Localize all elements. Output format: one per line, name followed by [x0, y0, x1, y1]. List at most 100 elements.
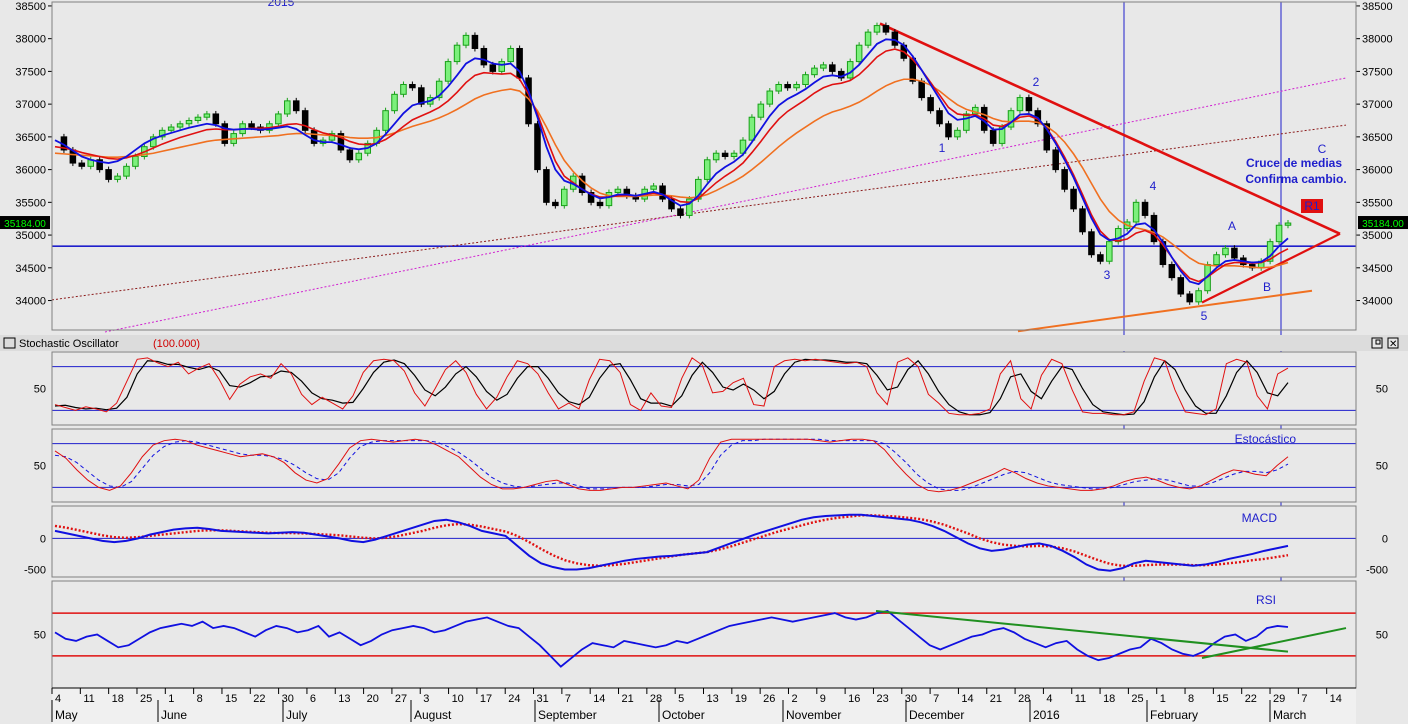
candle-up — [355, 152, 363, 161]
candle-up — [1132, 201, 1140, 223]
last-price-tag-left — [0, 216, 50, 230]
price-y-axis: 34000 34000 34500 34500 35000 35000 35500 35500… — [0, 1, 1408, 308]
x-day-label: 22 — [1245, 693, 1257, 705]
candle-up — [686, 198, 693, 216]
candle-up — [176, 123, 184, 128]
x-day-label: 3 — [423, 693, 429, 705]
candle-down — [337, 133, 345, 151]
candle-down — [248, 123, 255, 128]
x-month-label: June — [161, 708, 187, 722]
last-price-label-right: 35184.00 — [1362, 219, 1404, 230]
wave-label-4: 4 — [1150, 179, 1157, 193]
candle-down — [989, 129, 997, 144]
x-day-label: 8 — [197, 693, 203, 705]
candle-down — [721, 152, 729, 158]
y-tick-label-right: 34000 — [1362, 296, 1393, 308]
candle-down — [418, 87, 425, 105]
candle-down — [534, 123, 541, 171]
candle-up — [793, 83, 800, 89]
candle-up — [114, 175, 121, 180]
candle-up — [775, 83, 782, 92]
long-trend-dotted-magenta — [104, 77, 1347, 333]
x-day-label: 26 — [763, 693, 775, 705]
candle-up — [185, 119, 193, 125]
y-tick-label-right: 50 — [1376, 461, 1388, 473]
candle-down — [909, 57, 917, 82]
panel-border — [51, 428, 1357, 503]
x-day-label: 25 — [140, 693, 152, 705]
x-month-label: February — [1150, 708, 1198, 722]
y-tick-label-right: 37500 — [1362, 66, 1393, 78]
rsi-label: RSI — [1256, 593, 1276, 607]
restore-button[interactable] — [1371, 337, 1383, 349]
y-tick-label-right: 38500 — [1362, 1, 1393, 13]
moving-average-blue — [54, 38, 1289, 286]
x-day-label: 4 — [55, 693, 61, 705]
candle-up — [507, 47, 514, 63]
candle-up — [873, 25, 881, 33]
candle-up — [614, 188, 622, 194]
close-button[interactable] — [1387, 337, 1399, 349]
candle-down — [891, 31, 899, 46]
y-tick-label-left: 34500 — [15, 263, 46, 275]
y-tick-label-right: 35500 — [1362, 197, 1393, 209]
panel-border — [51, 1, 1357, 331]
y-tick-label-left: 36000 — [15, 165, 46, 177]
candle-down — [1061, 169, 1068, 190]
candle-up — [820, 64, 827, 69]
x-day-label: 22 — [253, 693, 265, 705]
candle-up — [284, 100, 291, 115]
x-day-label: 30 — [282, 693, 294, 705]
candle-up — [150, 136, 157, 148]
restore-icon — [1375, 339, 1381, 345]
x-day-label: 18 — [112, 693, 124, 705]
candle-down — [596, 201, 604, 207]
candle-down — [1052, 149, 1059, 171]
candle-down — [552, 201, 559, 207]
annotation-line-1: Cruce de medias — [1246, 156, 1342, 170]
candle-down — [489, 64, 497, 72]
candle-up — [435, 80, 443, 99]
y-tick-label-left: 34000 — [15, 296, 46, 308]
x-day-label: 6 — [310, 693, 316, 705]
y-tick-label-right: 35000 — [1362, 230, 1393, 242]
candle-down — [578, 175, 586, 194]
candle-up — [748, 116, 756, 141]
panel-icon — [3, 337, 16, 349]
x-day-label: 2 — [791, 693, 797, 705]
panel-border — [51, 351, 1357, 426]
rsi-line — [54, 609, 1289, 668]
wave-label-3: 3 — [1104, 268, 1111, 282]
candle-up — [444, 61, 452, 82]
x-day-label: 15 — [1216, 693, 1228, 705]
r1-badge — [1301, 199, 1323, 213]
stochastic-fast-panel — [52, 352, 1356, 425]
y-tick-label-right: 0 — [1382, 533, 1388, 545]
candle-down — [927, 97, 934, 112]
x-day-label: 7 — [1301, 693, 1307, 705]
stochastic-slow-lines: 50 50 — [34, 438, 1388, 493]
candle-up — [1284, 222, 1292, 226]
y-tick-label-left: 38500 — [15, 1, 46, 13]
y-tick-label-left: 37000 — [15, 99, 46, 111]
x-day-label: 15 — [225, 693, 237, 705]
candle-down — [1186, 293, 1193, 303]
orange-trend-line — [1017, 289, 1313, 333]
candle-down — [1079, 208, 1086, 233]
x-month-label: May — [55, 708, 78, 722]
candle-down — [346, 149, 354, 161]
y-tick-label-left: 38000 — [15, 34, 46, 46]
y-tick-label-right: 36000 — [1362, 165, 1393, 177]
macd-panel — [52, 506, 1356, 577]
y-tick-label-left: 0 — [40, 533, 46, 545]
x-day-label: 13 — [338, 693, 350, 705]
x-day-label: 14 — [961, 693, 973, 705]
candle-up — [1275, 224, 1283, 243]
candle-up — [328, 133, 336, 141]
x-month-label: July — [286, 708, 307, 722]
candle-up — [194, 116, 202, 121]
wave-label-B: B — [1263, 280, 1271, 294]
y-tick-label-right: 50 — [1376, 630, 1388, 642]
x-day-label: 1 — [168, 693, 174, 705]
candle-up — [382, 110, 389, 131]
